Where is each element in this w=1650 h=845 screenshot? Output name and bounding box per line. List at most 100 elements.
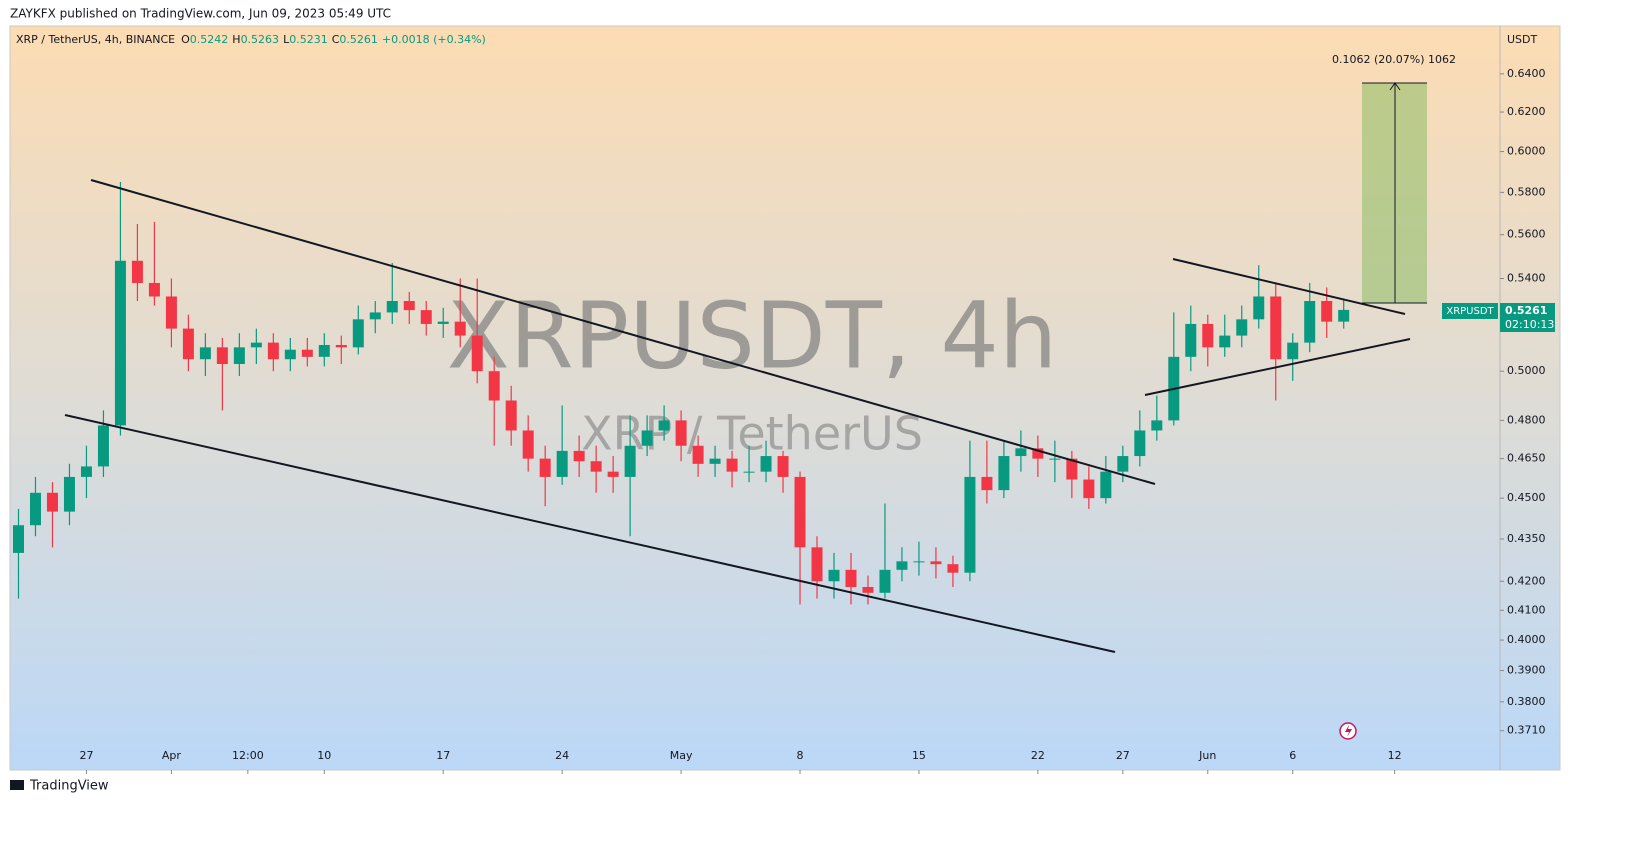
y-tick-label: 0.4000 <box>1507 633 1546 646</box>
trend-line <box>90 179 1156 485</box>
candle-body <box>1219 335 1231 348</box>
candle-body <box>964 476 976 573</box>
x-tick-label: 12 <box>1388 749 1402 762</box>
alert-bolt <box>1345 725 1352 737</box>
candle-body <box>284 349 296 360</box>
published-line: ZAYKFX published on TradingView.com, Jun… <box>10 7 391 21</box>
y-tick-label: 0.5400 <box>1507 271 1546 284</box>
candle-body <box>165 296 177 329</box>
candle-body <box>29 492 41 526</box>
candle-body <box>505 400 517 431</box>
x-tick-label: 12:00 <box>232 749 264 762</box>
x-tick-label: Apr <box>162 749 182 762</box>
watermark: XRPUSDT, 4h <box>447 282 1058 389</box>
y-tick-label: 0.4100 <box>1507 603 1546 616</box>
candle-body <box>1083 479 1095 499</box>
candle-body <box>862 587 874 593</box>
candle-body <box>1151 420 1163 431</box>
trend-line <box>1172 258 1406 315</box>
candle-body <box>488 371 500 401</box>
candle-body <box>267 342 279 360</box>
legend-ohlc: O0.5242 H0.5263 L0.5231 C0.5261 <box>181 33 378 46</box>
candle-body <box>114 260 126 426</box>
drawings <box>64 179 1411 653</box>
candle-body <box>63 476 75 512</box>
y-tick-label: 0.4650 <box>1507 452 1546 465</box>
x-tick-label: May <box>670 749 693 762</box>
candle-body <box>148 282 160 297</box>
candle-body <box>896 561 908 570</box>
candle-body <box>777 456 789 477</box>
candle-body <box>471 335 483 372</box>
y-tick-label: 0.4500 <box>1507 491 1546 504</box>
candle-body <box>743 471 755 473</box>
candle-body <box>1202 323 1214 348</box>
price-tag-countdown: 02:10:13 <box>1505 318 1554 331</box>
candle-body <box>403 301 415 311</box>
candle-body <box>216 347 228 365</box>
candle-body <box>1287 342 1299 360</box>
y-tick-label: 0.3710 <box>1507 724 1546 737</box>
candle-body <box>12 525 24 553</box>
legend-value: 0.5263 <box>241 33 280 46</box>
legend: XRP / TetherUS, 4h, BINANCE O0.5242 H0.526… <box>16 33 486 46</box>
candle-body <box>811 547 823 582</box>
legend-value: 0.5261 <box>339 33 378 46</box>
y-tick-label: 0.6200 <box>1507 105 1546 118</box>
price-tag-price: 0.5261 <box>1505 304 1547 317</box>
symbol: XRP / TetherUS, 4h, BINANCE <box>16 33 175 46</box>
candle-body <box>80 466 92 477</box>
x-tick-label: 10 <box>317 749 331 762</box>
candles <box>12 182 1350 605</box>
candle-body <box>131 260 143 283</box>
candle-body <box>998 456 1010 491</box>
candle-body <box>1270 296 1282 360</box>
candle-body <box>845 569 857 588</box>
x-tick-label: 27 <box>1116 749 1130 762</box>
candle-body <box>556 450 568 477</box>
y-tick-label: 0.3800 <box>1507 695 1546 708</box>
candle-body <box>250 342 262 348</box>
x-tick-label: 15 <box>912 749 926 762</box>
legend-value: 0.5242 <box>190 33 229 46</box>
brand: TradingView <box>29 779 109 794</box>
trend-line <box>1144 338 1411 396</box>
candle-body <box>692 445 704 464</box>
currency: USDT <box>1507 33 1538 46</box>
candle-body <box>1100 471 1112 499</box>
candle-body <box>794 476 806 548</box>
candle-body <box>760 456 772 472</box>
candle-body <box>726 458 738 472</box>
symbol-tag-text: XRPUSDT <box>1446 306 1494 317</box>
y-tick-label: 0.6400 <box>1507 67 1546 80</box>
candle-body <box>1338 309 1350 322</box>
candle-body <box>369 312 381 320</box>
candle-body <box>301 349 313 357</box>
candle-body <box>1066 458 1078 480</box>
candle-body <box>318 344 330 357</box>
y-tick-label: 0.4200 <box>1507 574 1546 587</box>
candle-body <box>590 461 602 472</box>
candle-body <box>947 564 959 573</box>
candle-body <box>46 492 58 512</box>
candle-body <box>335 344 347 348</box>
x-tick-label: 24 <box>555 749 569 762</box>
x-tick-label: 22 <box>1031 749 1045 762</box>
candle-body <box>1236 319 1248 336</box>
candle-body <box>1304 301 1316 343</box>
candle-body <box>709 458 721 464</box>
candle-body <box>182 328 194 360</box>
candle-body <box>930 561 942 565</box>
legend-value: 0.5231 <box>289 33 328 46</box>
candle-body <box>1134 430 1146 457</box>
brand-logo <box>10 780 24 790</box>
candle-body <box>454 321 466 336</box>
candle-body <box>1015 448 1027 457</box>
candle-body <box>233 347 245 365</box>
candle-body <box>624 445 636 477</box>
legend-key: H <box>232 33 240 46</box>
y-tick-label: 0.5800 <box>1507 185 1546 198</box>
y-tick-label: 0.4800 <box>1507 413 1546 426</box>
